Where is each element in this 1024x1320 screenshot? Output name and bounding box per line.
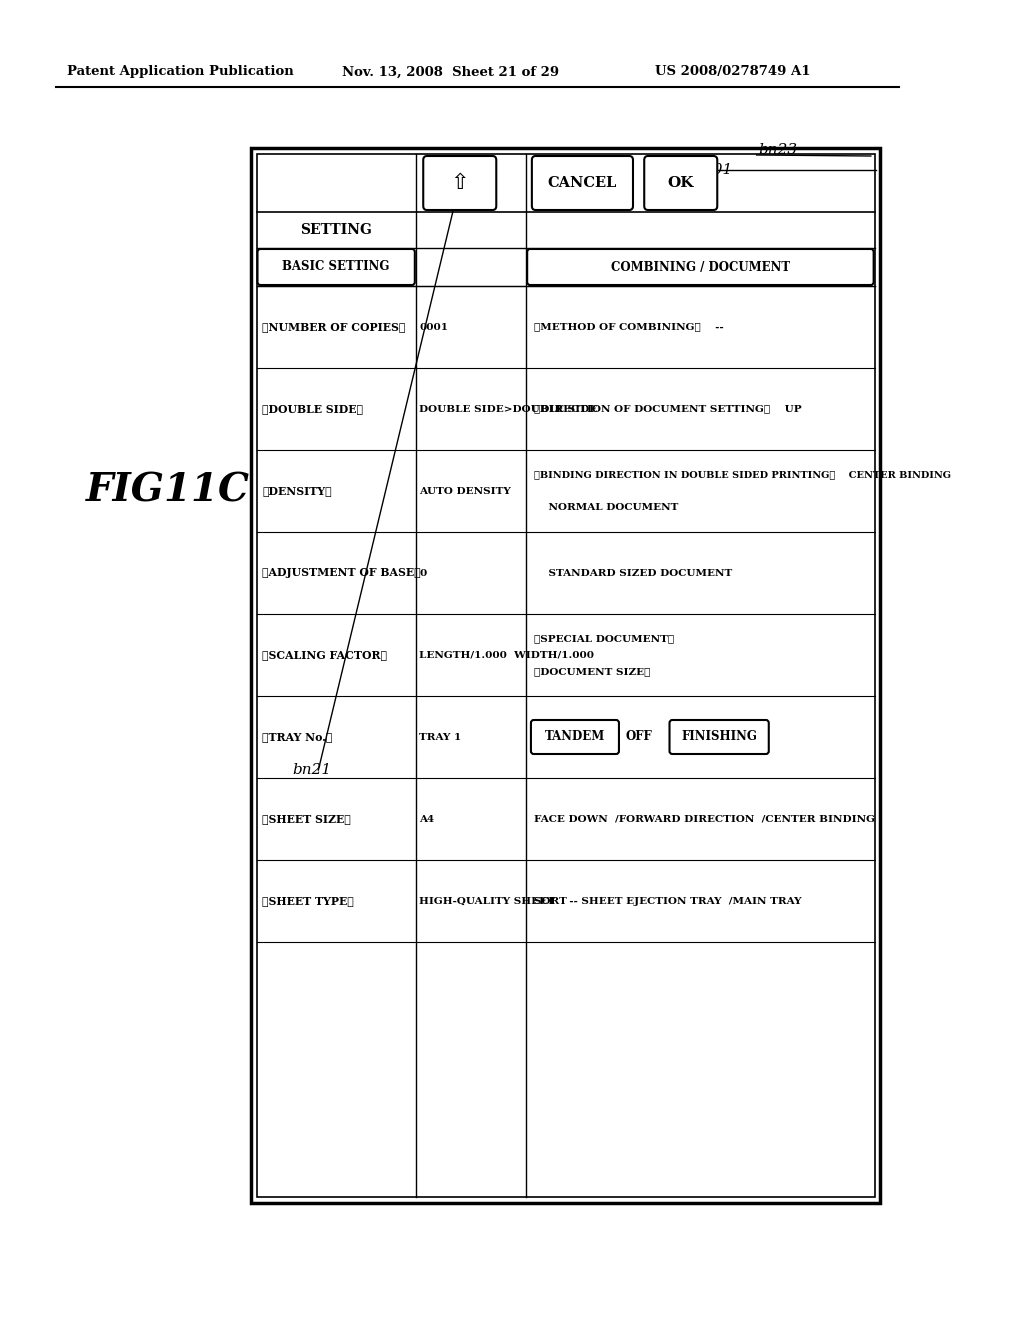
Text: 0: 0: [420, 569, 427, 578]
Text: NORMAL DOCUMENT: NORMAL DOCUMENT: [534, 503, 678, 512]
FancyBboxPatch shape: [423, 156, 497, 210]
Text: 〈DOCUMENT SIZE〉: 〈DOCUMENT SIZE〉: [534, 667, 650, 676]
Text: 〈DENSITY〉: 〈DENSITY〉: [262, 486, 332, 496]
Text: AUTO DENSITY: AUTO DENSITY: [420, 487, 511, 495]
Text: 〈SCALING FACTOR〉: 〈SCALING FACTOR〉: [262, 649, 387, 660]
Text: OFF: OFF: [626, 730, 652, 743]
FancyBboxPatch shape: [530, 719, 618, 754]
Text: US 2008/0278749 A1: US 2008/0278749 A1: [655, 66, 811, 78]
Text: SETTING: SETTING: [300, 223, 372, 238]
FancyBboxPatch shape: [527, 249, 873, 285]
FancyBboxPatch shape: [257, 249, 415, 285]
Text: HIGH-QUALITY SHEET    --: HIGH-QUALITY SHEET --: [420, 896, 579, 906]
FancyBboxPatch shape: [531, 156, 633, 210]
Text: 〈TRAY No.〉: 〈TRAY No.〉: [262, 731, 333, 742]
Text: STANDARD SIZED DOCUMENT: STANDARD SIZED DOCUMENT: [534, 569, 732, 578]
Text: LENGTH/1.000  WIDTH/1.000: LENGTH/1.000 WIDTH/1.000: [420, 651, 595, 660]
Bar: [257, 154, 874, 1197]
Text: bn22: bn22: [530, 172, 569, 185]
Text: FACE DOWN  /FORWARD DIRECTION  /CENTER BINDING: FACE DOWN /FORWARD DIRECTION /CENTER BIN…: [534, 814, 874, 824]
Text: SORT    SHEET EJECTION TRAY  /MAIN TRAY: SORT SHEET EJECTION TRAY /MAIN TRAY: [534, 896, 801, 906]
FancyBboxPatch shape: [670, 719, 769, 754]
Text: BASIC SETTING: BASIC SETTING: [283, 260, 390, 273]
Text: 〈SPECIAL DOCUMENT〉: 〈SPECIAL DOCUMENT〉: [534, 634, 674, 643]
Text: 〈SHEET TYPE〉: 〈SHEET TYPE〉: [262, 895, 354, 907]
Text: FINISHING: FINISHING: [681, 730, 757, 743]
Text: 〈NUMBER OF COPIES〉: 〈NUMBER OF COPIES〉: [262, 322, 406, 333]
Text: bn23: bn23: [759, 143, 798, 157]
Text: CANCEL: CANCEL: [548, 176, 617, 190]
Text: Nov. 13, 2008  Sheet 21 of 29: Nov. 13, 2008 Sheet 21 of 29: [342, 66, 559, 78]
Text: 〈SHEET SIZE〉: 〈SHEET SIZE〉: [262, 813, 351, 825]
Text: FIG11C: FIG11C: [86, 471, 250, 510]
Text: 301: 301: [705, 162, 733, 177]
Text: 〈DOUBLE SIDE〉: 〈DOUBLE SIDE〉: [262, 404, 364, 414]
Text: TRAY 1: TRAY 1: [420, 733, 462, 742]
Bar: [251, 148, 881, 1203]
Text: bn21: bn21: [292, 763, 332, 777]
Text: DOUBLE SIDE>DOUBLE SIDE: DOUBLE SIDE>DOUBLE SIDE: [420, 404, 598, 413]
Text: TANDEM: TANDEM: [545, 730, 605, 743]
Text: 〈METHOD OF COMBINING〉    --: 〈METHOD OF COMBINING〉 --: [534, 322, 724, 331]
Text: COMBINING / DOCUMENT: COMBINING / DOCUMENT: [611, 260, 790, 273]
Text: 〈ADJUSTMENT OF BASE〉: 〈ADJUSTMENT OF BASE〉: [262, 568, 421, 578]
Text: Patent Application Publication: Patent Application Publication: [68, 66, 294, 78]
FancyBboxPatch shape: [644, 156, 717, 210]
Text: 〈DIRECTION OF DOCUMENT SETTING〉    UP: 〈DIRECTION OF DOCUMENT SETTING〉 UP: [534, 404, 802, 413]
Text: 0001: 0001: [420, 322, 449, 331]
Text: ⇧: ⇧: [451, 173, 469, 193]
Text: 〈BINDING DIRECTION IN DOUBLE SIDED PRINTING〉    CENTER BINDING: 〈BINDING DIRECTION IN DOUBLE SIDED PRINT…: [534, 470, 950, 479]
Text: OK: OK: [668, 176, 694, 190]
Text: A4: A4: [420, 814, 434, 824]
